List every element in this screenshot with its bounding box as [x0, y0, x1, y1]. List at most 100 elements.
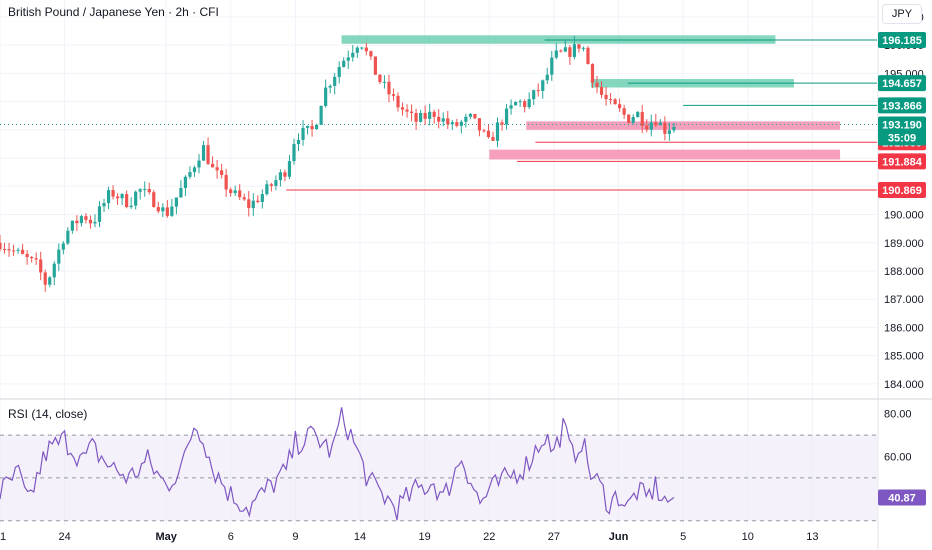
- candle-body: [672, 126, 676, 131]
- level-badge-bg: [878, 181, 926, 198]
- candle-body: [301, 127, 305, 140]
- candle-body: [658, 122, 662, 126]
- candle-body: [627, 114, 631, 123]
- candle-body: [595, 82, 599, 88]
- currency-button[interactable]: JPY: [882, 4, 922, 24]
- candle-body: [0, 242, 2, 250]
- candle-body: [446, 118, 450, 125]
- candle-body: [39, 259, 43, 273]
- x-tick-label: 14: [354, 531, 366, 543]
- level-badge: 196.185: [882, 35, 922, 47]
- candle-body: [364, 47, 368, 52]
- candle-body: [636, 112, 640, 118]
- current-price-badge-bg: [878, 116, 926, 146]
- candle-body: [152, 192, 156, 208]
- candle-body: [554, 50, 558, 58]
- candle-body: [134, 191, 138, 206]
- candle-body: [640, 112, 644, 126]
- candle-body: [391, 94, 396, 96]
- candle-body: [409, 111, 414, 113]
- level-badge-bg: [878, 31, 926, 48]
- candle-body: [613, 99, 617, 105]
- rsi-pane: [0, 407, 877, 522]
- candle-body: [242, 197, 246, 200]
- x-tick-label: Jun: [609, 531, 629, 543]
- level-badge: 190.869: [882, 185, 922, 197]
- candle-body: [437, 116, 441, 122]
- y-tick-label: 184.000: [884, 379, 924, 391]
- y-tick-label: 188.000: [884, 266, 924, 278]
- y-tick-label: 190.000: [884, 210, 924, 222]
- candle-body: [192, 167, 197, 173]
- candle-body: [2, 249, 7, 251]
- candle-body: [269, 184, 273, 186]
- candle-body: [97, 206, 102, 222]
- candle-body: [310, 125, 314, 130]
- candle-body: [305, 125, 310, 128]
- candle-body: [283, 172, 287, 177]
- candle-body: [197, 160, 201, 168]
- candle-body: [423, 112, 427, 119]
- candle-body: [464, 116, 468, 122]
- candle-body: [382, 81, 387, 83]
- y-tick-label: 186.000: [884, 322, 924, 334]
- x-tick-label: 5: [680, 531, 686, 543]
- candle-body: [527, 99, 531, 108]
- level-badge: 191.884: [882, 156, 923, 168]
- candle-body: [210, 163, 215, 168]
- candle-body: [400, 107, 405, 110]
- candle-body: [165, 207, 169, 216]
- candle-body: [599, 87, 604, 95]
- candle-body: [414, 112, 418, 122]
- candle-body: [106, 190, 111, 204]
- candle-body: [482, 130, 486, 132]
- candle-body: [473, 113, 477, 119]
- candle-body: [287, 161, 292, 177]
- candle-body: [229, 189, 233, 194]
- x-tick-label: 9: [292, 531, 298, 543]
- x-tick-label: 27: [548, 531, 560, 543]
- candle-body: [188, 172, 192, 177]
- candle-body: [238, 190, 242, 198]
- candle-body: [351, 52, 355, 58]
- candle-body: [337, 67, 341, 77]
- candle-body: [161, 207, 165, 212]
- candle-body: [387, 81, 391, 95]
- candle-body: [514, 102, 518, 106]
- candle-body: [61, 243, 65, 250]
- level-badge-bg: [878, 75, 926, 92]
- price-zones: [341, 35, 841, 160]
- candle-body: [170, 206, 174, 216]
- candle-body: [314, 124, 319, 130]
- demand-zone: [489, 149, 841, 160]
- candle-body: [541, 80, 545, 91]
- x-tick-label: 24: [58, 531, 70, 543]
- candle-body: [622, 108, 626, 115]
- candle-body: [550, 57, 554, 75]
- candle-body: [319, 106, 323, 125]
- candle-body: [500, 122, 504, 125]
- candle-body: [215, 167, 219, 171]
- x-tick-label: 19: [419, 531, 431, 543]
- x-tick-label: 21: [0, 531, 6, 543]
- candle-body: [577, 44, 581, 49]
- candle-body: [428, 111, 432, 119]
- candle-body: [115, 196, 120, 199]
- current-price-label: 193.190: [882, 119, 922, 131]
- candle-body: [441, 118, 445, 122]
- candle-body: [57, 249, 61, 264]
- rsi-y-tick-label: 80.00: [884, 409, 912, 421]
- candle-body: [563, 47, 567, 52]
- candle-body: [111, 190, 115, 197]
- candle-body: [360, 47, 364, 49]
- candle-body: [34, 258, 38, 260]
- x-tick-label: May: [155, 531, 177, 543]
- candle-body: [477, 118, 482, 131]
- y-tick-label: 187.000: [884, 294, 924, 306]
- candle-body: [16, 249, 20, 251]
- candle-body: [251, 200, 255, 209]
- candle-body: [333, 76, 337, 86]
- candle-body: [618, 104, 622, 109]
- candle-body: [256, 200, 260, 203]
